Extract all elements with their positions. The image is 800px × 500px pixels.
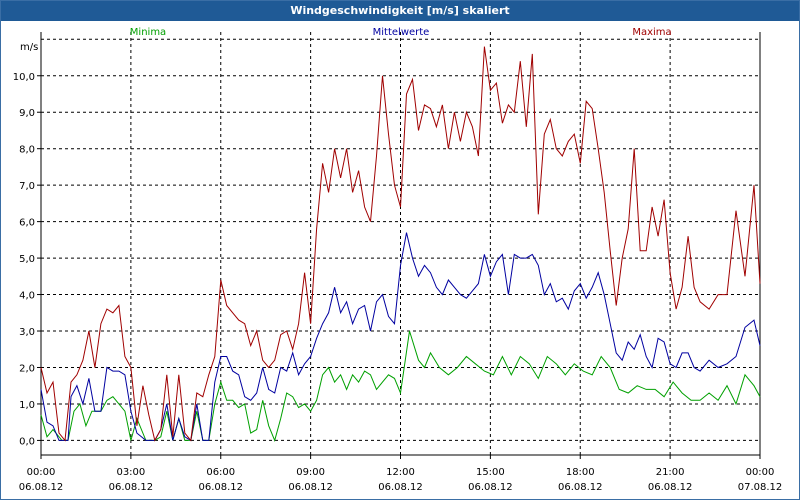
series-line-mittel <box>40 232 761 442</box>
x-tick-date: 06.08.12 <box>468 482 513 493</box>
grid <box>41 32 760 455</box>
x-tick-date: 06.08.12 <box>19 482 64 493</box>
x-tick-date: 06.08.12 <box>378 482 423 493</box>
y-tick-label: 8,0 <box>19 145 35 156</box>
legend-mittelwerte: Mittelwerte <box>373 27 430 38</box>
y-tick-label: 6,0 <box>19 218 35 229</box>
y-tick-label: 0,0 <box>19 436 35 447</box>
x-tick-date: 06.08.12 <box>198 482 243 493</box>
series-lines <box>40 46 761 442</box>
x-tick-time: 15:00 <box>476 467 505 478</box>
legend-minima: Minima <box>130 27 166 38</box>
x-tick-labels: 00:00 06.08.12 03:00 06.08.12 06:00 06.08.12 0… <box>19 467 783 493</box>
y-tick-label: 3,0 <box>19 327 35 338</box>
x-tick-date: 06.08.12 <box>648 482 693 493</box>
y-tick-label: 10,0 <box>13 72 35 83</box>
x-tick-time: 06:00 <box>206 467 235 478</box>
y-axis-unit: m/s <box>20 42 38 53</box>
y-tick-label: 2,0 <box>19 363 35 374</box>
window-title: Windgeschwindigkeit [m/s] skaliert <box>1 1 799 21</box>
y-tick-label: 4,0 <box>19 291 35 302</box>
y-tick-labels: 0,0 1,0 2,0 3,0 4,0 5,0 6,0 7,0 8,0 9,0 10,0 <box>13 72 35 448</box>
x-tick-time: 09:00 <box>296 467 325 478</box>
x-tick-date: 06.08.12 <box>558 482 603 493</box>
x-tick-time: 18:00 <box>566 467 595 478</box>
x-tick-time: 21:00 <box>656 467 685 478</box>
wind-speed-chart: m/s Minima Mittelwerte Maxima 0,0 1,0 2,0 3… <box>13 27 783 493</box>
x-tick-time: 00:00 <box>27 467 56 478</box>
x-tick-time: 03:00 <box>116 467 145 478</box>
x-tick-date: 07.08.12 <box>738 482 783 493</box>
axes <box>37 32 761 459</box>
x-tick-time: 12:00 <box>386 467 415 478</box>
legend-maxima: Maxima <box>632 27 671 38</box>
y-tick-label: 5,0 <box>19 254 35 265</box>
x-tick-date: 06.08.12 <box>288 482 333 493</box>
x-tick-time: 00:00 <box>746 467 775 478</box>
x-tick-date: 06.08.12 <box>109 482 154 493</box>
y-tick-label: 9,0 <box>19 108 35 119</box>
y-tick-label: 7,0 <box>19 181 35 192</box>
y-tick-label: 1,0 <box>19 400 35 411</box>
series-line-maxima <box>40 46 761 442</box>
